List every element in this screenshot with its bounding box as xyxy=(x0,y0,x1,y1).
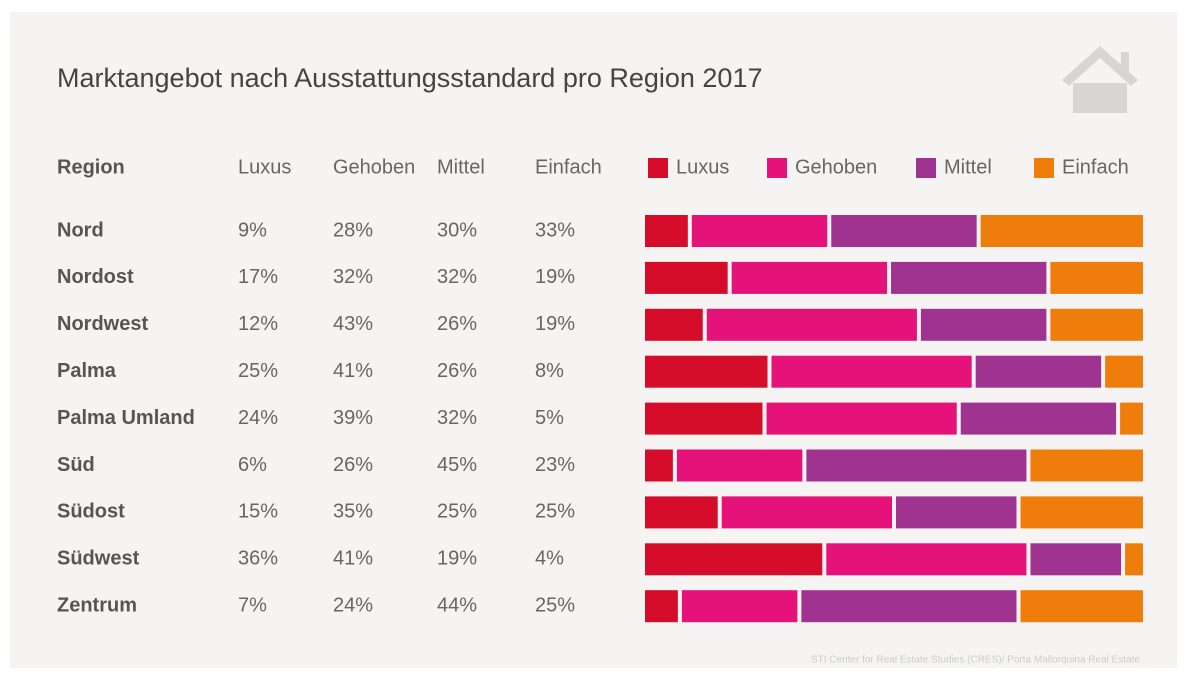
region-label: Palma Umland xyxy=(57,407,195,429)
bar-segment xyxy=(645,215,688,247)
value-cell: 6% xyxy=(238,454,267,476)
bar-segment xyxy=(896,496,1017,529)
bar-segment xyxy=(891,261,1047,294)
value-cell: 26% xyxy=(333,454,373,476)
legend-label: Luxus xyxy=(676,156,729,178)
bar-segment xyxy=(1105,355,1143,388)
region-label: Nordwest xyxy=(57,313,148,335)
value-cell: 5% xyxy=(535,407,564,429)
value-cell: 25% xyxy=(535,501,575,523)
value-cell: 19% xyxy=(535,266,575,288)
value-cell: 25% xyxy=(238,360,278,382)
value-cell: 36% xyxy=(238,548,278,570)
value-cell: 45% xyxy=(437,454,477,476)
bar-segment xyxy=(766,402,957,435)
legend-swatch xyxy=(648,158,668,178)
legend-swatch xyxy=(767,158,787,178)
value-cell: 23% xyxy=(535,454,575,476)
value-cell: 32% xyxy=(437,407,477,429)
bar-segment xyxy=(831,215,977,247)
bar-segment xyxy=(920,308,1047,341)
value-cell: 12% xyxy=(238,313,278,335)
bar-segment xyxy=(706,308,917,341)
region-label: Zentrum xyxy=(57,594,137,616)
bar-segment xyxy=(1120,402,1143,435)
chart-title: Marktangebot nach Ausstattungsstandard p… xyxy=(57,63,762,93)
column-header: Mittel xyxy=(437,156,485,178)
legend-swatch xyxy=(916,158,936,178)
bar-segment xyxy=(801,590,1017,623)
bar-segment xyxy=(771,355,972,388)
bar-segment xyxy=(645,308,703,341)
legend-label: Einfach xyxy=(1062,156,1129,178)
region-label: Palma xyxy=(57,360,117,382)
bar-segment xyxy=(645,590,678,623)
column-header: Luxus xyxy=(238,156,291,178)
bar-segment xyxy=(676,449,803,482)
value-cell: 35% xyxy=(333,501,373,523)
value-cell: 19% xyxy=(437,548,477,570)
bar-segment xyxy=(1020,496,1143,529)
bar-segment xyxy=(731,261,888,294)
bar-segment xyxy=(721,496,892,529)
value-cell: 9% xyxy=(238,219,267,241)
bar-segment xyxy=(645,496,718,529)
bar-segment xyxy=(1125,543,1143,576)
value-cell: 32% xyxy=(333,266,373,288)
value-cell: 26% xyxy=(437,360,477,382)
bar-segment xyxy=(980,215,1143,247)
region-label: Nordost xyxy=(57,266,134,288)
house-icon xyxy=(1062,46,1138,113)
bar-segment xyxy=(645,402,763,435)
bar-segment xyxy=(960,402,1117,435)
bar-segment xyxy=(645,261,728,294)
value-cell: 33% xyxy=(535,219,575,241)
bar-segment xyxy=(975,355,1102,388)
source: STI Center for Real Estate Studies (CRES… xyxy=(811,655,1140,666)
bar-segment xyxy=(645,543,823,576)
column-header: Gehoben xyxy=(333,156,415,178)
value-cell: 4% xyxy=(535,548,564,570)
bar-segment xyxy=(1050,308,1143,341)
value-cell: 7% xyxy=(238,594,267,616)
value-cell: 41% xyxy=(333,548,373,570)
legend-swatch xyxy=(1034,158,1054,178)
value-cell: 19% xyxy=(535,313,575,335)
legend-label: Mittel xyxy=(944,156,992,178)
region-label: Nord xyxy=(57,219,104,241)
value-cell: 25% xyxy=(437,501,477,523)
bar-segment xyxy=(826,543,1027,576)
value-cell: 44% xyxy=(437,594,477,616)
region-label: Südost xyxy=(57,501,125,523)
bar-segment xyxy=(645,449,673,482)
value-cell: 24% xyxy=(238,407,278,429)
value-cell: 43% xyxy=(333,313,373,335)
value-cell: 32% xyxy=(437,266,477,288)
value-cell: 25% xyxy=(535,594,575,616)
bar-segment xyxy=(1030,449,1143,482)
bar-segment xyxy=(1020,590,1143,623)
value-cell: 30% xyxy=(437,219,477,241)
bar-segment xyxy=(645,355,768,388)
bar-segment xyxy=(1030,543,1122,576)
value-cell: 24% xyxy=(333,594,373,616)
value-cell: 41% xyxy=(333,360,373,382)
bar-segment xyxy=(681,590,798,623)
region-label: Südwest xyxy=(57,548,140,570)
legend-label: Gehoben xyxy=(795,156,877,178)
value-cell: 17% xyxy=(238,266,278,288)
column-header: Einfach xyxy=(535,156,602,178)
value-cell: 39% xyxy=(333,407,373,429)
value-cell: 28% xyxy=(333,219,373,241)
value-cell: 8% xyxy=(535,360,564,382)
value-cell: 15% xyxy=(238,501,278,523)
bar-segment xyxy=(1050,261,1143,294)
region-header: Region xyxy=(57,156,125,178)
bar-segment xyxy=(691,215,828,247)
value-cell: 26% xyxy=(437,313,477,335)
bar-segment xyxy=(806,449,1027,482)
region-label: Süd xyxy=(57,454,95,476)
